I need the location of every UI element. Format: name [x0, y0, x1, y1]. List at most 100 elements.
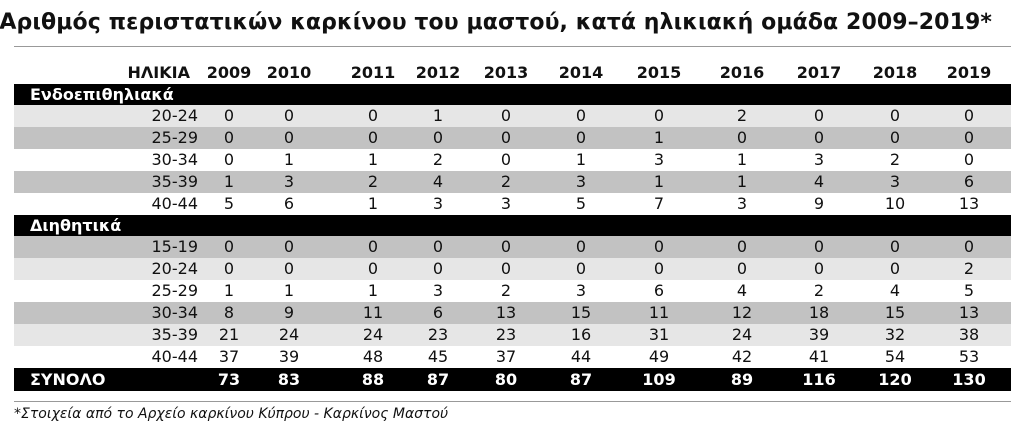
value-cell: 0 [575, 259, 587, 278]
value-cell: 0 [223, 150, 235, 169]
total-row: ΣΥΝΟΛΟ 73 83 88 87 80 87 109 89 116 120 … [14, 368, 1011, 391]
total-cell: 88 [361, 370, 385, 389]
year-header: 2011 [350, 63, 396, 82]
value-cell: 3 [432, 281, 444, 300]
value-cell: 0 [575, 106, 587, 125]
value-cell: 3 [432, 194, 444, 213]
value-cell: 13 [958, 194, 980, 213]
value-cell: 38 [958, 325, 980, 344]
value-cell: 3 [575, 281, 587, 300]
value-cell: 2 [736, 106, 748, 125]
value-cell: 0 [223, 128, 235, 147]
value-cell: 11 [648, 303, 670, 322]
value-cell: 8 [223, 303, 235, 322]
total-cell: 89 [730, 370, 754, 389]
table-row: 30-34 0 1 1 2 0 1 3 1 3 2 0 [14, 149, 1011, 171]
value-cell: 15 [884, 303, 906, 322]
value-cell: 13 [495, 303, 517, 322]
table-row: 20-24 0 0 0 1 0 0 0 2 0 0 0 [14, 105, 1011, 127]
value-cell: 4 [432, 172, 444, 191]
age-group-cell: 30-34 [151, 303, 199, 322]
value-cell: 2 [813, 281, 825, 300]
value-cell: 0 [889, 259, 901, 278]
total-cell: 87 [569, 370, 593, 389]
value-cell: 0 [367, 237, 379, 256]
value-cell: 0 [575, 128, 587, 147]
value-cell: 0 [653, 237, 665, 256]
value-cell: 6 [963, 172, 975, 191]
total-cell: 120 [878, 370, 912, 389]
value-cell: 49 [648, 347, 670, 366]
value-cell: 0 [500, 150, 512, 169]
value-cell: 53 [958, 347, 980, 366]
value-cell: 0 [500, 128, 512, 147]
value-cell: 0 [500, 106, 512, 125]
value-cell: 37 [495, 347, 517, 366]
value-cell: 5 [223, 194, 235, 213]
total-cell: 116 [802, 370, 836, 389]
value-cell: 0 [963, 106, 975, 125]
table-row: 30-34 8 9 11 6 13 15 11 12 18 15 13 [14, 302, 1011, 324]
value-cell: 0 [889, 237, 901, 256]
value-cell: 0 [889, 128, 901, 147]
year-header: 2010 [266, 63, 312, 82]
value-cell: 39 [808, 325, 830, 344]
value-cell: 1 [367, 194, 379, 213]
value-cell: 0 [500, 237, 512, 256]
table-row: 40-44 37 39 48 45 37 44 49 42 41 54 53 [14, 346, 1011, 368]
value-cell: 3 [283, 172, 295, 191]
year-header: 2013 [483, 63, 529, 82]
footnote-divider [14, 401, 1011, 402]
table-row: 20-24 0 0 0 0 0 0 0 0 0 0 2 [14, 258, 1011, 280]
age-group-cell: 35-39 [151, 172, 199, 191]
value-cell: 6 [283, 194, 295, 213]
value-cell: 0 [432, 259, 444, 278]
value-cell: 0 [367, 106, 379, 125]
footnote: *Στοιχεία από το Αρχείο καρκίνου Κύπρου … [14, 406, 449, 422]
value-cell: 1 [283, 281, 295, 300]
value-cell: 1 [223, 281, 235, 300]
age-group-cell: 35-39 [151, 325, 199, 344]
value-cell: 1 [223, 172, 235, 191]
breast-cancer-table: ΗΛΙΚΙΑ 2009 2010 2011 2012 2013 2014 201… [14, 60, 1011, 391]
value-cell: 0 [889, 106, 901, 125]
age-group-cell: 20-24 [151, 106, 199, 125]
value-cell: 4 [889, 281, 901, 300]
year-header: 2016 [719, 63, 765, 82]
value-cell: 44 [570, 347, 592, 366]
year-header: 2017 [796, 63, 842, 82]
year-header: 2019 [946, 63, 992, 82]
value-cell: 54 [884, 347, 906, 366]
value-cell: 0 [283, 237, 295, 256]
value-cell: 18 [808, 303, 830, 322]
value-cell: 13 [958, 303, 980, 322]
value-cell: 0 [367, 128, 379, 147]
value-cell: 0 [367, 259, 379, 278]
value-cell: 1 [653, 128, 665, 147]
value-cell: 45 [427, 347, 449, 366]
value-cell: 41 [808, 347, 830, 366]
value-cell: 21 [218, 325, 240, 344]
year-header: 2009 [206, 63, 252, 82]
value-cell: 2 [889, 150, 901, 169]
value-cell: 0 [736, 237, 748, 256]
value-cell: 3 [813, 150, 825, 169]
value-cell: 24 [362, 325, 384, 344]
value-cell: 0 [736, 259, 748, 278]
value-cell: 7 [653, 194, 665, 213]
value-cell: 0 [963, 150, 975, 169]
value-cell: 0 [813, 106, 825, 125]
value-cell: 1 [283, 150, 295, 169]
value-cell: 0 [963, 128, 975, 147]
value-cell: 6 [653, 281, 665, 300]
value-cell: 1 [432, 106, 444, 125]
year-header: 2014 [558, 63, 604, 82]
value-cell: 0 [283, 128, 295, 147]
table-row: 25-29 1 1 1 3 2 3 6 4 2 4 5 [14, 280, 1011, 302]
value-cell: 1 [367, 150, 379, 169]
year-header: 2015 [636, 63, 682, 82]
value-cell: 24 [731, 325, 753, 344]
value-cell: 9 [813, 194, 825, 213]
total-cell: 73 [217, 370, 241, 389]
value-cell: 3 [575, 172, 587, 191]
